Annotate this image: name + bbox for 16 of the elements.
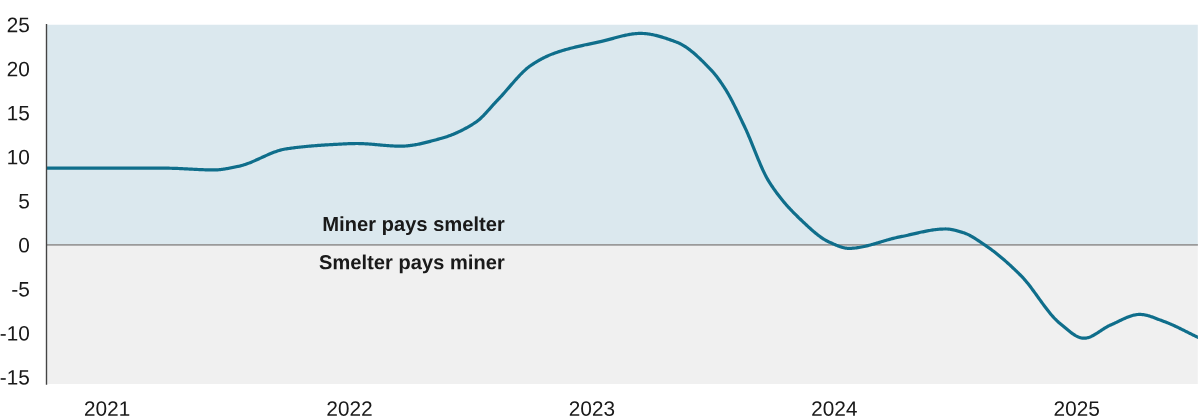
y-tick-label: 15 <box>8 105 29 121</box>
y-tick-label: -5 <box>12 282 29 297</box>
x-tick-label: 2025 <box>1054 401 1099 416</box>
y-tick-label: 10 <box>8 149 30 165</box>
band-label: Miner pays smelter <box>323 216 505 236</box>
y-tick-label: 5 <box>19 194 29 209</box>
x-tick-label: 2023 <box>569 401 615 416</box>
y-tick-label: 0 <box>19 237 30 253</box>
x-tick-label: 2022 <box>327 401 372 416</box>
x-tick-label: 2024 <box>812 401 857 416</box>
y-tick-label: -10 <box>0 325 30 341</box>
x-tick-label: 2021 <box>84 401 130 416</box>
y-tick-label: 20 <box>7 61 30 77</box>
y-tick-label: 25 <box>7 17 29 33</box>
band-label: Smelter pays miner <box>319 254 505 274</box>
y-tick-label: -15 <box>0 370 29 385</box>
